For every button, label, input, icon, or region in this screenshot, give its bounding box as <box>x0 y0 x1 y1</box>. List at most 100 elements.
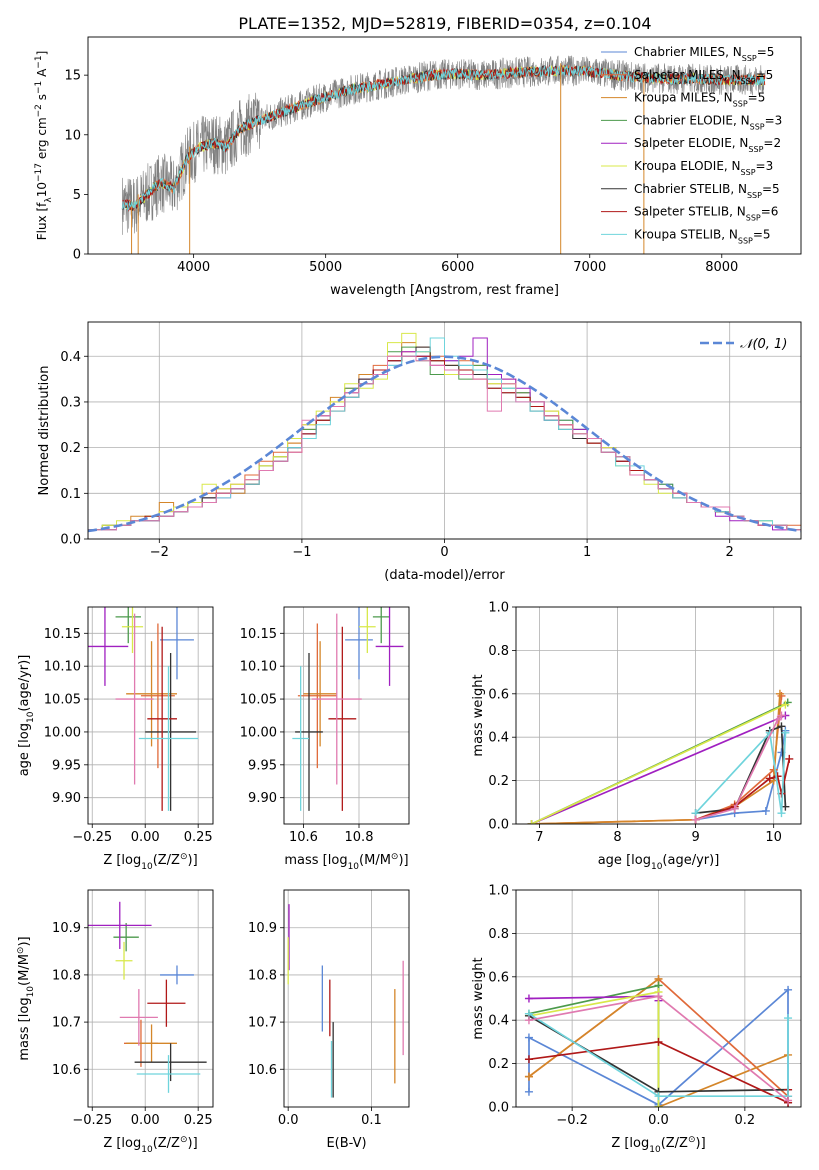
y-tick-label: 0.8 <box>488 644 509 659</box>
y-tick-label: 0.0 <box>488 818 509 833</box>
histogram-group <box>88 332 801 539</box>
weight-marker <box>765 774 774 783</box>
y-tick-label: 10.05 <box>44 693 81 708</box>
legend-entry: Salpeter STELIB, NSSP=6 <box>634 205 778 223</box>
weight-marker <box>777 711 786 720</box>
weight-line <box>531 693 781 824</box>
y-tick-label: 10.8 <box>52 968 81 983</box>
weight-marker <box>773 772 782 781</box>
weight-marker <box>654 1037 663 1046</box>
legend-entry: Chabrier STELIB, NSSP=5 <box>634 182 780 200</box>
x-tick-label: 0.00 <box>131 1113 160 1128</box>
y-tick-label: 10.7 <box>248 1016 277 1031</box>
spectrum-panel: 4000 5000 6000 7000 8000 0 5 10 15 wavelength [An… <box>34 36 802 298</box>
y-tick-label: 0.6 <box>488 687 509 702</box>
x-tick-label: −0.25 <box>72 1113 112 1128</box>
y-tick-label: 15 <box>64 69 81 84</box>
weight-marker <box>777 722 786 731</box>
weight-marker <box>781 700 790 709</box>
residual-histogram-panel: −2 −1 0 1 2 0.0 0.1 0.2 0.3 0.4 (data-model)/error… <box>37 321 802 583</box>
weight-marker <box>524 1087 533 1096</box>
x-tick-label: 0.0 <box>648 1113 669 1128</box>
weight-marker <box>524 1033 533 1042</box>
gaussian-curve <box>88 355 801 533</box>
plot-frame <box>87 321 802 540</box>
weight-marker <box>730 804 739 813</box>
weight-marker <box>654 1092 663 1101</box>
x-axis-label: age [log10(age/yr)] <box>598 853 720 872</box>
weight-marker <box>775 689 784 698</box>
weight-marker <box>691 815 700 824</box>
x-tick-label: −1 <box>292 545 311 560</box>
errorbar-group <box>88 901 207 1093</box>
x-tick-label: 7 <box>535 830 543 845</box>
weight-marker <box>777 809 786 818</box>
weight-marker <box>524 1072 533 1081</box>
y-tick-label: 5 <box>73 188 81 203</box>
weight-marker <box>524 1055 533 1064</box>
y-tick-label: 10.6 <box>248 1063 277 1078</box>
y-axis-label: Flux [fλ10−17 erg cm−2 s−1 A−1] <box>34 51 54 241</box>
x-axis-label: (data-model)/error <box>384 568 505 583</box>
mass-weight-vs-metallicity-panel: −0.2 0.0 0.2 0.0 0.2 0.4 0.6 0.8 1.0 Z [log10(Z/Z… <box>471 884 802 1155</box>
weight-marker <box>654 1103 663 1107</box>
y-tick-label: 0.4 <box>60 350 81 365</box>
y-tick-label: 0.2 <box>60 441 81 456</box>
y-tick-label: 9.95 <box>248 758 277 773</box>
weight-line <box>531 714 786 824</box>
age-vs-mass-panel: 10.6 10.8 9.90 9.95 10.00 10.05 10.10 10.15 mass… <box>240 606 410 872</box>
plot-frame <box>87 889 214 1108</box>
figure-title: PLATE=1352, MJD=52819, FIBERID=0354, z=0… <box>238 14 651 33</box>
y-tick-label: 10.7 <box>52 1016 81 1031</box>
x-tick-label: 6000 <box>441 260 474 275</box>
plot-frame <box>87 36 802 255</box>
x-tick-label: 0.0 <box>278 1113 299 1128</box>
x-tick-label: 5000 <box>309 260 342 275</box>
legend-entry: Kroupa ELODIE, NSSP=3 <box>634 159 773 177</box>
x-tick-label: 9 <box>691 830 699 845</box>
x-tick-label: 0.25 <box>184 1113 213 1128</box>
x-axis-label: wavelength [Angstrom, rest frame] <box>330 283 559 298</box>
weight-marker <box>773 715 782 724</box>
y-tick-label: 0.3 <box>60 395 81 410</box>
legend-entry: Salpeter ELODIE, NSSP=2 <box>634 136 781 154</box>
weight-marker <box>654 992 663 1001</box>
y-tick-label: 10 <box>64 128 81 143</box>
x-tick-label: 0.1 <box>361 1113 382 1128</box>
y-tick-label: 0.4 <box>488 1014 509 1029</box>
weight-marker <box>781 728 790 737</box>
y-tick-label: 9.90 <box>248 791 277 806</box>
x-tick-label: 4000 <box>177 260 210 275</box>
weight-marker <box>785 754 794 763</box>
x-tick-label: −0.25 <box>72 830 112 845</box>
legend-entry: Kroupa STELIB, NSSP=5 <box>634 227 771 245</box>
plot-frame <box>283 606 410 825</box>
x-tick-label: 0 <box>440 545 448 560</box>
y-tick-label: 10.10 <box>44 660 81 675</box>
errorbar-group <box>88 607 199 811</box>
x-tick-label: 1 <box>583 545 591 560</box>
weight-lines <box>524 974 793 1107</box>
age-vs-metallicity-panel: −0.25 0.00 0.25 9.90 9.95 10.00 10.05 10.10 10.1… <box>17 606 214 872</box>
x-tick-label: 10.8 <box>345 830 374 845</box>
legend-entry: Chabrier ELODIE, NSSP=3 <box>634 113 782 130</box>
mass-weight-vs-age-panel: 7 8 9 10 0.0 0.2 0.4 0.6 0.8 1.0 age [log10(age/yr… <box>471 601 802 872</box>
x-tick-label: 8000 <box>705 260 738 275</box>
errorbar-group <box>287 904 404 1098</box>
y-tick-label: 10.05 <box>240 693 277 708</box>
y-axis-label: mass [log10(M/M⊙)] <box>16 936 36 1060</box>
y-tick-label: 10.8 <box>248 968 277 983</box>
weight-lines <box>527 689 794 824</box>
x-tick-label: 0.2 <box>735 1113 756 1128</box>
x-tick-label: 8 <box>613 830 621 845</box>
y-tick-label: 10.10 <box>240 660 277 675</box>
plot-frame <box>283 889 410 1108</box>
y-tick-label: 0.0 <box>488 1101 509 1116</box>
x-tick-label: 0.25 <box>184 830 213 845</box>
y-tick-label: 9.90 <box>52 791 81 806</box>
y-axis-label: Normed distribution <box>37 366 52 496</box>
x-axis-label: E(B-V) <box>326 1136 366 1151</box>
mass-vs-metallicity-panel: −0.25 0.00 0.25 10.6 10.7 10.8 10.9 Z [log10(Z/… <box>16 889 214 1155</box>
weight-marker <box>781 802 790 811</box>
x-tick-label: 7000 <box>573 260 606 275</box>
